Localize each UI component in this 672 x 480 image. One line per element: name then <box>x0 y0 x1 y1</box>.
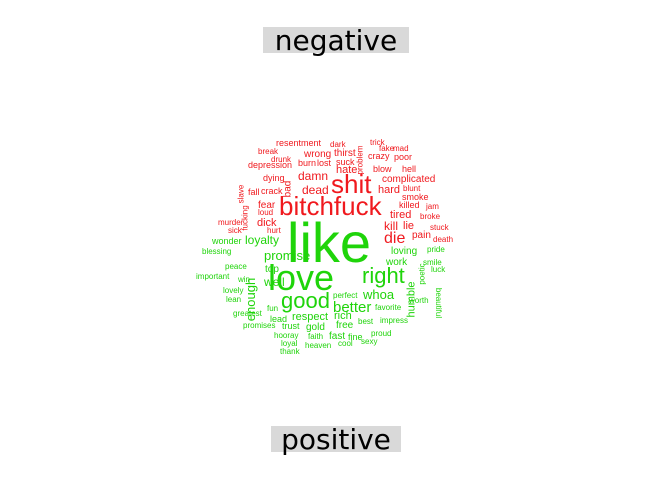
word-negative: depression <box>248 160 293 170</box>
word-positive: better <box>333 299 372 316</box>
word-negative: bad <box>281 180 293 197</box>
word-negative: fear <box>258 200 276 211</box>
word-negative: poor <box>394 152 413 162</box>
word-positive: good <box>281 288 330 313</box>
word-negative: dark <box>330 140 346 149</box>
positive-group-label: positive <box>271 426 401 454</box>
word-positive: loyal <box>281 339 298 348</box>
word-negative: tired <box>390 209 412 221</box>
word-positive: win <box>238 275 251 284</box>
word-negative: sick <box>228 226 242 235</box>
word-negative: drunk <box>271 155 292 164</box>
word-positive: rich <box>334 310 352 322</box>
word-positive: hooray <box>274 331 299 340</box>
word-negative: bitchfuck <box>279 191 382 221</box>
word-positive: luck <box>431 265 446 274</box>
word-negative: trick <box>370 138 385 147</box>
word-positive: fast <box>329 331 346 342</box>
word-negative: jam <box>426 202 439 211</box>
word-positive: impress <box>380 316 409 325</box>
word-positive: beautiful <box>434 287 444 319</box>
word-positive: proud <box>371 329 392 338</box>
word-negative: dead <box>302 183 329 197</box>
word-positive: loving <box>391 246 418 257</box>
word-positive: best <box>358 317 374 326</box>
word-positive: fun <box>267 304 279 313</box>
word-negative: fake <box>379 144 395 153</box>
word-negative: slave <box>235 184 245 203</box>
word-negative: wrong <box>304 149 332 160</box>
word-negative: crazy <box>368 151 390 161</box>
word-negative: hell <box>402 164 417 174</box>
word-positive: smile <box>423 258 442 267</box>
word-negative: lost <box>317 158 332 168</box>
word-positive: love <box>268 257 335 298</box>
word-positive: blessing <box>202 247 232 256</box>
word-negative: dick <box>257 217 277 229</box>
word-positive: well <box>264 275 285 289</box>
word-negative: complicated <box>382 174 436 185</box>
word-negative: dying <box>263 173 285 183</box>
word-positive: worth <box>409 296 429 305</box>
word-positive: free <box>336 320 354 331</box>
word-negative: blunt <box>403 184 421 193</box>
word-positive: right <box>362 263 405 288</box>
word-positive: important <box>196 272 230 281</box>
word-positive: perfect <box>333 291 358 300</box>
word-positive: cool <box>338 339 353 348</box>
word-negative: thirst <box>334 148 356 159</box>
word-positive: lead <box>270 314 288 324</box>
word-negative: suck <box>336 157 355 167</box>
word-positive: peace <box>225 262 247 271</box>
word-positive: trust <box>282 321 300 331</box>
word-negative: hard <box>378 184 401 196</box>
word-negative: loud <box>258 208 274 217</box>
word-negative: crack <box>261 186 283 196</box>
word-negative: pain <box>412 230 431 241</box>
word-negative: fall <box>248 187 260 197</box>
word-positive: promise <box>264 248 311 263</box>
negative-group-label: negative <box>263 27 409 55</box>
word-positive: top <box>265 264 279 275</box>
word-negative: shit <box>331 169 372 199</box>
word-positive: lovely <box>223 286 244 295</box>
word-negative: killed <box>399 200 420 210</box>
word-negative: blow <box>373 164 392 174</box>
word-negative: death <box>433 235 454 244</box>
word-positive: like <box>287 211 372 274</box>
word-negative: break <box>258 147 279 156</box>
word-positive: faith <box>308 332 324 341</box>
word-negative: broke <box>420 212 441 221</box>
word-negative: damn <box>298 169 329 183</box>
word-positive: respect <box>292 311 329 323</box>
word-negative: problem <box>354 145 364 174</box>
word-negative: stuck <box>430 223 449 232</box>
word-positive: sexy <box>361 337 378 346</box>
word-positive: wonder <box>212 236 242 246</box>
word-negative: resentment <box>276 138 322 148</box>
word-negative: burn <box>298 158 317 168</box>
word-negative: die <box>384 230 406 247</box>
word-negative: smoke <box>402 192 429 202</box>
word-positive: fine <box>348 332 363 342</box>
word-positive: pride <box>427 245 445 254</box>
word-positive: whoa <box>363 287 395 302</box>
word-positive: thank <box>280 347 300 356</box>
word-positive: promises <box>243 321 276 330</box>
word-negative: kill <box>384 219 398 233</box>
word-negative: lie <box>403 220 415 232</box>
word-positive: loyalty <box>245 233 280 247</box>
word-positive: lean <box>226 295 242 304</box>
word-positive: work <box>386 257 408 268</box>
word-negative: hurt <box>267 226 281 235</box>
word-positive: heaven <box>305 341 332 350</box>
word-negative: mad <box>393 144 409 153</box>
word-positive: greatest <box>233 309 262 318</box>
word-negative: murder <box>218 218 244 227</box>
word-positive: gold <box>306 322 325 333</box>
word-negative: hate <box>336 164 358 176</box>
word-positive: favorite <box>375 303 402 312</box>
